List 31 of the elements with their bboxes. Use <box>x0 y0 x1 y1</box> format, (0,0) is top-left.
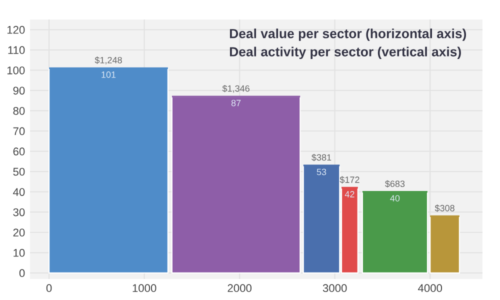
y-tick-label: 40 <box>13 188 25 196</box>
y-tick-label: 100 <box>7 66 25 74</box>
y-tick-label: 70 <box>13 127 25 136</box>
x-tick-label: 2000 <box>228 284 252 292</box>
data-label: 101 <box>102 71 116 78</box>
y-tick-label: 120 <box>7 26 25 34</box>
y-tick-label: 20 <box>13 228 25 237</box>
annotation: $683 <box>385 180 405 188</box>
text: Deal value per sector (horizontal axis) <box>230 28 466 41</box>
y-tick-label: 30 <box>13 208 25 216</box>
annotation: $308 <box>434 204 454 212</box>
y-tick-label: 10 <box>14 248 25 257</box>
annotation: $1,346 <box>222 84 250 93</box>
y-tick-label: 110 <box>8 46 25 54</box>
annotation: $172 <box>340 176 360 184</box>
x-tick-label: 4000 <box>418 284 442 292</box>
data-label: 53 <box>316 168 326 176</box>
x-tick-label: 1000 <box>132 284 156 292</box>
x-tick-label: 0 <box>46 284 52 292</box>
y-tick-label: 60 <box>13 148 25 156</box>
annotation: $381 <box>312 154 332 162</box>
data-label: 42 <box>344 191 354 198</box>
y-tick-label: 50 <box>13 168 25 176</box>
annotation: $1,248 <box>94 56 122 64</box>
data-label: 87 <box>231 100 241 106</box>
text: Deal activity per sector (vertical axis) <box>230 46 461 60</box>
x-tick-label: 3000 <box>322 284 347 292</box>
y-tick-label: 80 <box>13 107 25 115</box>
data-label: 40 <box>390 195 400 202</box>
y-tick-label: 0 <box>19 269 25 278</box>
y-tick-label: 90 <box>13 86 25 95</box>
